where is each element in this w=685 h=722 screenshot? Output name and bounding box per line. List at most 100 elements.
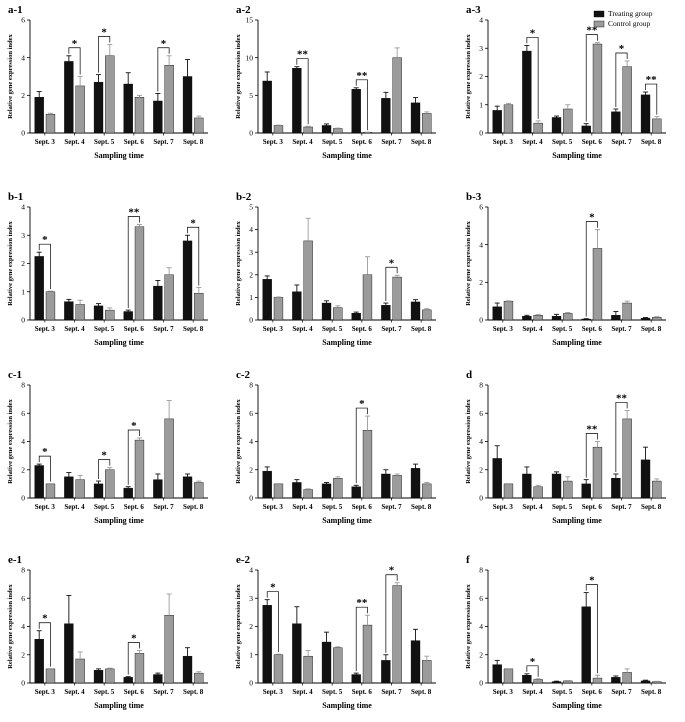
bar-treating (640, 317, 651, 321)
y-tick-label: 6 (479, 409, 483, 418)
significance-label: ** (128, 207, 140, 219)
bar-control (622, 418, 632, 499)
bar-control (622, 66, 632, 134)
x-axis-label: Sampling time (94, 338, 144, 347)
y-tick-label: 0 (479, 679, 483, 688)
bar-treating (64, 476, 74, 499)
x-tick-label: Sept. 7 (153, 325, 174, 333)
bar-treating (153, 674, 163, 684)
y-axis-label: Relative gene expression index (7, 583, 14, 668)
y-tick-label: 4 (479, 622, 483, 631)
y-tick-label: 0 (249, 316, 253, 325)
y-tick-label: 2 (21, 259, 25, 268)
x-tick-label: Sept. 3 (493, 138, 514, 146)
x-tick-label: Sept. 6 (352, 503, 373, 511)
x-tick-label: Sept. 8 (183, 325, 204, 333)
y-axis-label: Relative gene expression index (235, 220, 242, 305)
bar-treating (34, 465, 44, 499)
bar-treating (640, 459, 651, 499)
significance-bracket (355, 407, 368, 484)
x-tick-label: Sept. 5 (94, 138, 115, 146)
x-axis-label: Sampling time (94, 151, 144, 160)
y-tick-label: 0 (249, 679, 253, 688)
bar-control (503, 668, 514, 684)
bar-treating (410, 468, 421, 499)
bar-treating (351, 89, 361, 134)
significance-bracket (645, 83, 658, 115)
x-tick-label: Sept. 3 (493, 688, 514, 696)
y-tick-label: 8 (479, 381, 483, 390)
significance-label: * (190, 217, 196, 229)
y-tick-label: 2 (479, 465, 483, 474)
y-tick-label: 10 (246, 53, 254, 62)
significance-label: * (72, 38, 78, 50)
x-axis-label: Sampling time (322, 516, 372, 525)
bar-treating (351, 313, 361, 321)
bar-control (273, 654, 284, 684)
x-axis-label: Sampling time (322, 338, 372, 347)
x-tick-label: Sept. 8 (411, 138, 432, 146)
significance-label: * (101, 450, 107, 462)
x-tick-label: Sept. 4 (64, 325, 85, 333)
bar-control (533, 679, 543, 684)
y-tick-label: 6 (479, 594, 483, 603)
bar-control (273, 483, 284, 499)
y-tick-label: 2 (479, 650, 483, 659)
x-tick-label: Sept. 3 (263, 138, 284, 146)
panel-a-3: a-3 Relative gene expression index 0 1 2 3 4 Se… (465, 4, 666, 160)
x-axis-label: Sampling time (322, 701, 372, 710)
x-tick-label: Sept. 5 (322, 503, 343, 511)
y-tick-label: 8 (249, 381, 253, 390)
significance-label: * (161, 38, 167, 50)
bar-control (105, 668, 115, 684)
significance-bracket (526, 665, 539, 677)
bar-control (652, 681, 662, 684)
panel-title: a-1 (8, 4, 23, 16)
bar-treating (123, 487, 133, 499)
bar-control (303, 655, 313, 684)
y-tick-label: 4 (21, 622, 25, 631)
bar-control (592, 43, 603, 134)
x-tick-label: Sept. 6 (124, 138, 145, 146)
significance-bracket (98, 459, 111, 480)
y-tick-label: 2 (249, 465, 253, 474)
y-tick-label: 8 (479, 566, 483, 575)
bar-treating (64, 301, 74, 321)
significance-label: * (589, 212, 595, 224)
bar-control (392, 585, 402, 684)
x-tick-label: Sept. 6 (352, 688, 373, 696)
significance-bracket (355, 79, 368, 131)
y-tick-label: 0 (479, 316, 483, 325)
y-tick-label: 2 (249, 622, 253, 631)
bar-treating (551, 117, 562, 134)
bar-treating (182, 76, 193, 134)
significance-label: ** (586, 25, 598, 37)
bar-treating (182, 655, 193, 684)
y-tick-label: 0 (249, 494, 253, 503)
bar-treating (381, 98, 391, 134)
panel-title: b-3 (466, 191, 482, 203)
x-tick-label: Sept. 7 (153, 138, 174, 146)
x-axis-label: Sampling time (94, 701, 144, 710)
x-tick-label: Sept. 5 (552, 325, 573, 333)
bar-control (75, 304, 85, 321)
y-axis-label: Relative gene expression index (465, 33, 472, 118)
x-tick-label: Sept. 3 (493, 325, 514, 333)
significance-bracket (266, 591, 279, 653)
bar-control (622, 672, 632, 684)
bar-control (273, 297, 284, 321)
x-tick-label: Sept. 7 (153, 503, 174, 511)
x-tick-label: Sept. 4 (292, 688, 313, 696)
y-tick-label: 0 (21, 316, 25, 325)
bar-treating (551, 316, 562, 321)
y-tick-label: 1 (479, 100, 483, 109)
significance-bracket (127, 642, 140, 675)
significance-label: * (42, 613, 48, 625)
panel-title: c-1 (8, 369, 22, 381)
x-tick-label: Sept. 4 (64, 138, 85, 146)
legend-label: Control group (608, 19, 651, 28)
significance-label: ** (616, 392, 628, 404)
bar-treating (381, 473, 391, 499)
y-tick-label: 4 (479, 437, 483, 446)
